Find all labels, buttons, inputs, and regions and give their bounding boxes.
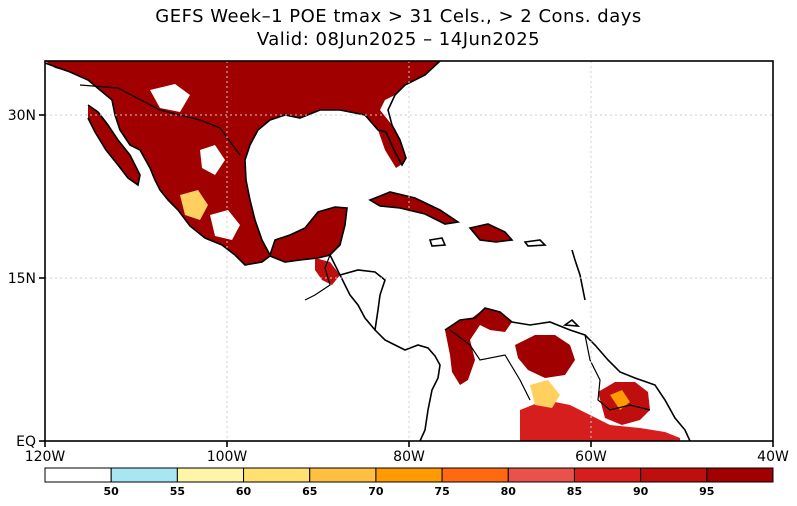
shade-hispaniola <box>470 224 512 242</box>
colorbar-tick-label: 70 <box>368 485 384 498</box>
colorbar-tick-label: 50 <box>104 485 120 498</box>
colorbar-swatch <box>309 467 377 483</box>
grid-lines <box>45 61 773 441</box>
lat-label-eq: EQ <box>16 434 36 450</box>
colorbar: 50 55 60 65 70 75 80 85 90 95 <box>44 467 774 498</box>
lon-label-40w: 40W <box>757 449 789 465</box>
lat-label-30n: 30N <box>8 108 36 124</box>
colorbar-swatch <box>176 467 245 483</box>
shade-venezuela-interior <box>515 335 575 378</box>
colorbar-tick-label: 65 <box>302 485 317 498</box>
colorbar-tick-label: 80 <box>501 485 517 498</box>
colorbar-tick-label: 85 <box>567 485 582 498</box>
colorbar-swatch <box>243 467 311 483</box>
shade-us-mexico <box>45 61 440 265</box>
colorbar-swatch <box>507 467 575 483</box>
colorbar-tick-label: 75 <box>434 485 449 498</box>
coastlines <box>44 60 691 442</box>
colorbar-swatch <box>706 467 774 483</box>
shade-yucatan <box>270 207 347 262</box>
colorbar-tick-label: 95 <box>699 485 714 498</box>
colorbar-swatch <box>110 467 178 483</box>
colorbar-tick-label: 60 <box>236 485 252 498</box>
shade-baja <box>88 105 140 185</box>
lon-label-80w: 80W <box>393 449 425 465</box>
colorbar-swatch <box>375 467 443 483</box>
colorbar-tick-label: 55 <box>170 485 185 498</box>
colorbar-swatch <box>573 467 642 483</box>
chart-title: GEFS Week–1 POE tmax > 31 Cels., > 2 Con… <box>155 6 642 27</box>
colorbar-swatch <box>44 467 112 483</box>
probability-shading <box>45 61 680 441</box>
lat-label-15n: 15N <box>8 271 36 287</box>
colorbar-tick-label: 90 <box>633 485 649 498</box>
colorbar-swatch <box>441 467 509 483</box>
lon-label-100w: 100W <box>207 449 248 465</box>
colorbar-swatch <box>640 467 708 483</box>
lon-label-60w: 60W <box>575 449 607 465</box>
shade-amazon <box>520 400 680 441</box>
lon-label-120w: 120W <box>25 449 66 465</box>
chart-subtitle: Valid: 08Jun2025 – 14Jun2025 <box>256 29 541 50</box>
shade-colombia <box>445 318 480 385</box>
shade-florida <box>378 110 406 165</box>
shade-cuba <box>370 192 458 224</box>
